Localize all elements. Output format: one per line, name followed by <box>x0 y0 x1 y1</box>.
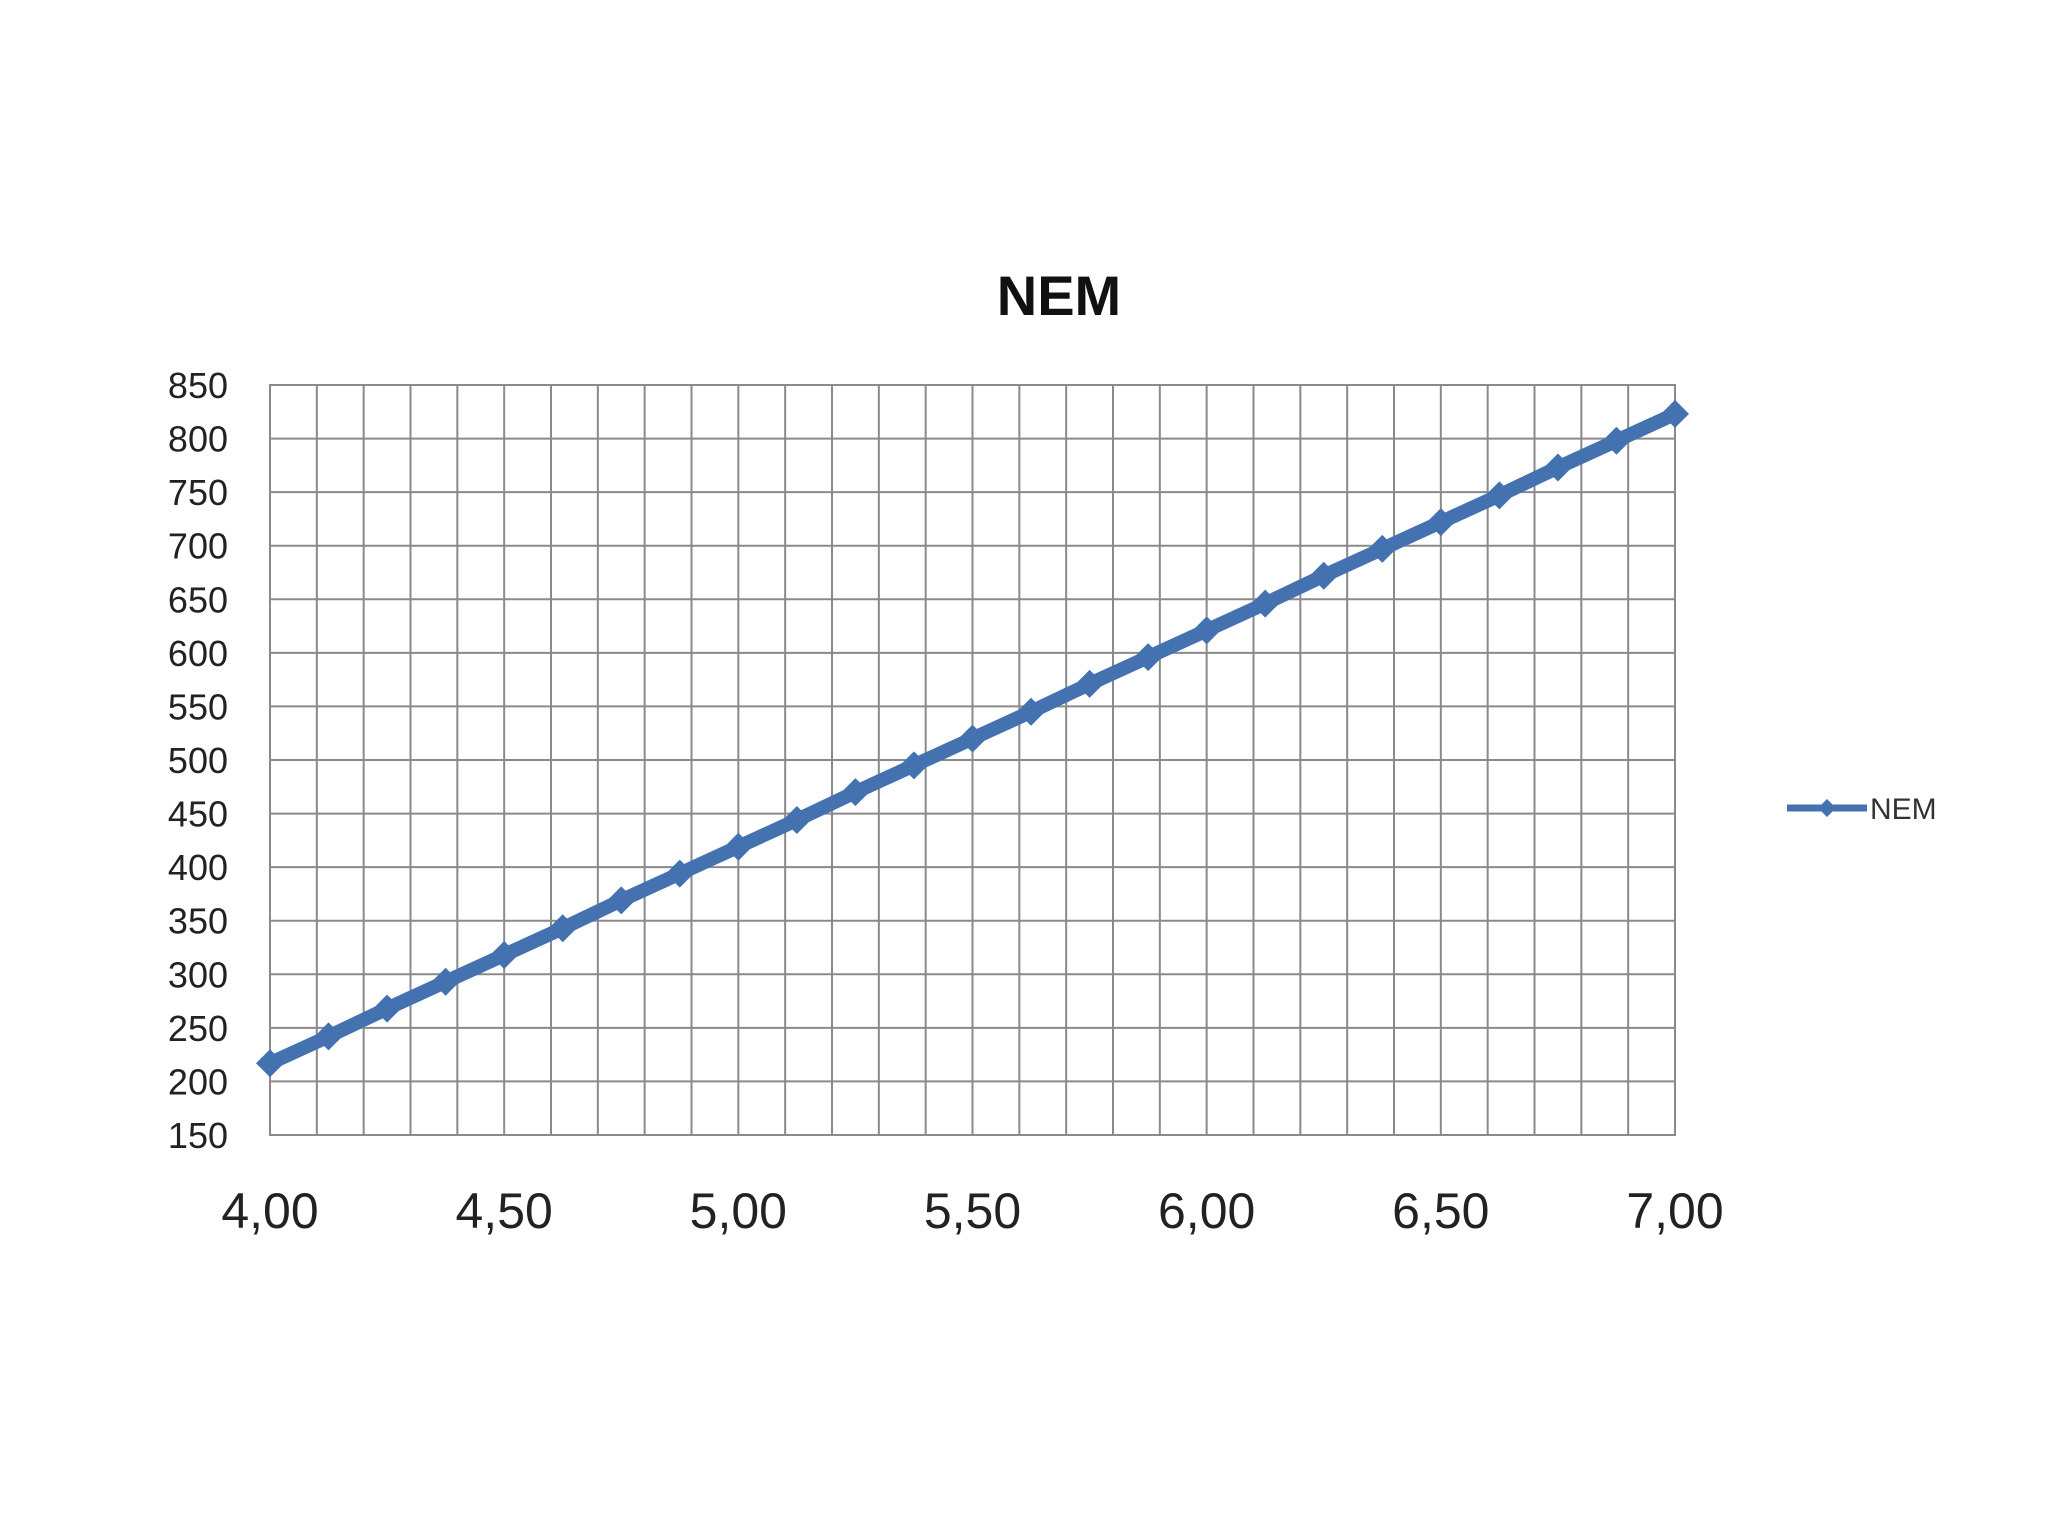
data-point-marker <box>490 941 519 969</box>
plot-area-border <box>269 384 1676 1136</box>
y-tick-label: 550 <box>168 686 228 727</box>
y-tick-label: 300 <box>168 954 228 995</box>
data-point-marker <box>841 778 870 807</box>
data-point-marker <box>431 967 460 996</box>
x-axis-tick-labels: 4,00 4,50 5,00 5,50 6,00 6,50 7,00 <box>221 1183 1723 1239</box>
y-tick-label: 850 <box>168 365 228 406</box>
data-point-marker <box>1251 589 1280 618</box>
data-point-marker <box>1075 669 1104 698</box>
y-tick-label: 700 <box>168 526 228 567</box>
x-tick-label: 4,50 <box>456 1183 553 1239</box>
data-point-marker <box>607 886 636 915</box>
data-point-marker <box>1368 534 1397 563</box>
data-point-marker <box>665 859 694 888</box>
data-point-marker <box>724 832 753 861</box>
data-point-marker <box>314 1022 343 1051</box>
y-tick-label: 350 <box>168 901 228 942</box>
data-point-marker <box>373 994 402 1023</box>
data-point-marker <box>782 806 811 834</box>
y-tick-label: 750 <box>168 472 228 513</box>
series-nem <box>256 399 1689 1078</box>
data-point-marker <box>899 751 928 780</box>
y-tick-label: 200 <box>168 1061 228 1102</box>
data-point-marker <box>958 724 987 753</box>
data-point-marker <box>1192 616 1221 645</box>
y-tick-label: 650 <box>168 579 228 620</box>
gridlines <box>269 384 1676 1136</box>
y-tick-label: 150 <box>168 1115 228 1156</box>
x-tick-label: 7,00 <box>1626 1183 1723 1239</box>
y-tick-label: 600 <box>168 633 228 674</box>
x-tick-label: 6,50 <box>1392 1183 1489 1239</box>
y-tick-label: 400 <box>168 847 228 888</box>
data-point-marker <box>1602 426 1631 455</box>
data-point-marker <box>1426 508 1455 537</box>
data-point-marker <box>1543 453 1572 482</box>
data-point-marker <box>1485 481 1514 510</box>
x-tick-label: 5,50 <box>924 1183 1021 1239</box>
legend-marker-diamond <box>1818 799 1836 817</box>
y-axis-tick-labels: 150 200 250 300 350 400 450 500 550 600 650 700 750 8… <box>168 365 228 1156</box>
data-point-marker <box>1134 643 1163 672</box>
data-point-marker <box>1017 697 1046 726</box>
data-point-marker <box>1309 561 1338 590</box>
legend-label-nem: NEM <box>1870 793 1937 826</box>
y-tick-label: 500 <box>168 740 228 781</box>
y-tick-label: 800 <box>168 419 228 460</box>
y-tick-label: 450 <box>168 794 228 835</box>
data-point-marker <box>1661 399 1689 428</box>
legend: NEM <box>1787 793 1937 826</box>
chart-title: NEM <box>997 264 1121 327</box>
data-point-marker <box>548 914 577 943</box>
y-tick-label: 250 <box>168 1008 228 1049</box>
data-point-marker <box>256 1049 284 1078</box>
x-tick-label: 5,00 <box>690 1183 787 1239</box>
x-tick-label: 4,00 <box>221 1183 318 1239</box>
x-tick-label: 6,00 <box>1158 1183 1255 1239</box>
